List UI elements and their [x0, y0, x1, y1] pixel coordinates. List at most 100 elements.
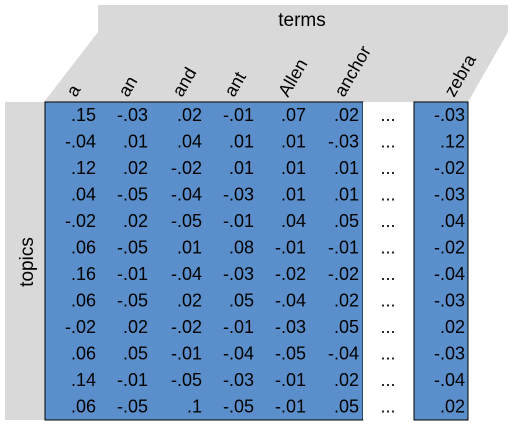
matrix-cell: .06 [71, 291, 96, 311]
matrix-cell: -.05 [275, 344, 306, 364]
matrix-cell: -.03 [117, 105, 148, 125]
matrix-cell: -.05 [117, 238, 148, 258]
matrix-cell: -.05 [117, 291, 148, 311]
matrix-cell: -.04 [275, 291, 306, 311]
matrix-cell: .04 [440, 211, 465, 231]
matrix-cell: -.02 [275, 264, 306, 284]
matrix-cell: -.01 [275, 238, 306, 258]
matrix-cell: -.01 [275, 370, 306, 390]
matrix-cell: .1 [187, 397, 202, 417]
matrix-block-left [44, 101, 364, 421]
matrix-cell: -.01 [223, 211, 254, 231]
matrix-cell: .02 [334, 291, 359, 311]
matrix-cell: .14 [71, 370, 96, 390]
matrix-cell: -.04 [171, 185, 202, 205]
matrix-cell: -.03 [434, 344, 465, 364]
matrix-cell: .12 [71, 158, 96, 178]
matrix-cell: -.03 [223, 370, 254, 390]
matrix-cell: .07 [281, 105, 306, 125]
matrix-cell: -.03 [328, 132, 359, 152]
matrix-cell: -.03 [434, 291, 465, 311]
topics-label: topics [17, 237, 38, 287]
matrix-cell: .08 [229, 238, 254, 258]
matrix-cell: .01 [229, 132, 254, 152]
matrix-cell: -.03 [434, 185, 465, 205]
ellipsis-cell: ... [380, 291, 395, 311]
ellipsis-cell: ... [380, 211, 395, 231]
matrix-cell: -.02 [65, 317, 96, 337]
matrix-cell: .02 [334, 370, 359, 390]
matrix-cell: -.01 [223, 105, 254, 125]
ellipsis-cell: ... [380, 132, 395, 152]
ellipsis-cell: ... [380, 344, 395, 364]
matrix-cell: -.03 [223, 185, 254, 205]
matrix-cell: .04 [71, 185, 96, 205]
matrix-cell: .02 [123, 158, 148, 178]
matrix-cell: -.01 [223, 317, 254, 337]
matrix-cell: -.02 [434, 158, 465, 178]
ellipsis-column: .................................... [380, 105, 395, 417]
matrix-cell: .06 [71, 238, 96, 258]
matrix-cell: .04 [177, 132, 202, 152]
matrix-cell: -.04 [434, 370, 465, 390]
matrix-cell: -.01 [275, 397, 306, 417]
matrix-cell: .02 [440, 397, 465, 417]
ellipsis-cell: ... [380, 370, 395, 390]
matrix-cell: .02 [440, 317, 465, 337]
matrix-cell: .06 [71, 397, 96, 417]
matrix-cell: -.03 [223, 264, 254, 284]
matrix-cell: .12 [440, 132, 465, 152]
matrix-cell: .15 [71, 105, 96, 125]
ellipsis-cell: ... [380, 185, 395, 205]
matrix-cell: .02 [123, 317, 148, 337]
matrix-cell: .05 [229, 291, 254, 311]
matrix-cell: -.04 [171, 264, 202, 284]
matrix-cell: .01 [281, 132, 306, 152]
matrix-cell: -.03 [434, 105, 465, 125]
ellipsis-cell: ... [380, 397, 395, 417]
ellipsis-cell: ... [380, 238, 395, 258]
matrix-gap [363, 102, 414, 420]
matrix-cell: -.05 [117, 397, 148, 417]
matrix-cell: -.05 [171, 211, 202, 231]
matrix-cell: -.02 [171, 158, 202, 178]
matrix-cell: -.04 [328, 344, 359, 364]
matrix-cell: -.02 [434, 238, 465, 258]
ellipsis-cell: ... [380, 317, 395, 337]
matrix-cell: -.02 [65, 211, 96, 231]
matrix-cell: .02 [123, 211, 148, 231]
topics-side-band [5, 102, 45, 420]
ellipsis-cell: ... [380, 105, 395, 125]
matrix-cell: .16 [71, 264, 96, 284]
matrix-cell: -.04 [223, 344, 254, 364]
matrix-cell: .01 [281, 158, 306, 178]
matrix-cell: .01 [229, 158, 254, 178]
matrix-cell: -.05 [223, 397, 254, 417]
terms-header-band [98, 5, 508, 32]
matrix-cell: -.01 [328, 238, 359, 258]
matrix-cell: -.01 [171, 344, 202, 364]
matrix-cell: .05 [334, 317, 359, 337]
matrix-cell: .01 [334, 185, 359, 205]
ellipsis-cell: ... [380, 158, 395, 178]
matrix-cell: -.03 [275, 317, 306, 337]
matrix-cell: .02 [177, 291, 202, 311]
matrix-cell: .05 [334, 211, 359, 231]
matrix-cell: .04 [281, 211, 306, 231]
matrix-block-right [413, 101, 469, 421]
matrix-cell: .05 [334, 397, 359, 417]
matrix-cell: .01 [334, 158, 359, 178]
matrix-cell: -.01 [117, 370, 148, 390]
ellipsis-cell: ... [380, 264, 395, 284]
matrix-cell: .01 [281, 185, 306, 205]
matrix-cell: .02 [334, 105, 359, 125]
terms-label: terms [278, 10, 326, 31]
matrix-cell: .02 [177, 105, 202, 125]
matrix-cell: -.04 [65, 132, 96, 152]
terms-slanted-band [44, 32, 508, 102]
matrix-cell: -.02 [171, 317, 202, 337]
matrix-cell: .06 [71, 344, 96, 364]
matrix-cell: .05 [123, 344, 148, 364]
matrix-cell: -.04 [434, 264, 465, 284]
